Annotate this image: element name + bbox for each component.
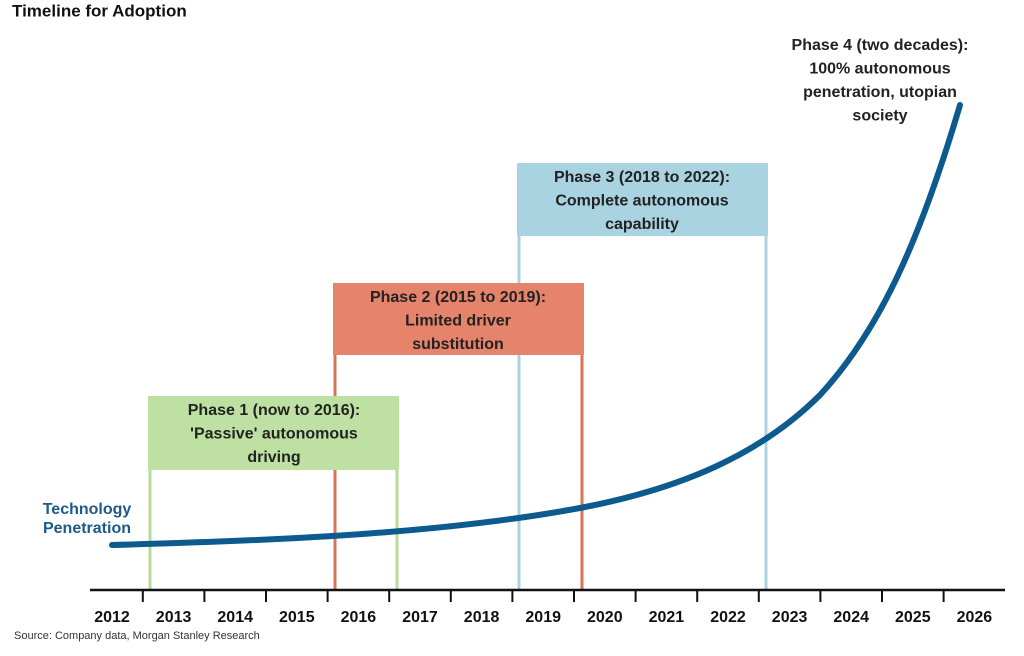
phase-text: penetration, utopian: [803, 84, 957, 101]
year-label: 2024: [833, 609, 869, 626]
year-label: 2013: [156, 609, 192, 626]
phase-text: Complete autonomous: [555, 193, 728, 210]
year-label: 2025: [895, 609, 931, 626]
year-label: 2020: [587, 609, 623, 626]
phase-3: [517, 163, 768, 590]
phase-text: Limited driver: [405, 313, 511, 330]
year-label: 2015: [279, 609, 315, 626]
year-label: 2021: [649, 609, 685, 626]
year-label: 2023: [772, 609, 808, 626]
year-label: 2026: [957, 609, 993, 626]
curve-label: Penetration: [43, 520, 131, 537]
phase-text: society: [852, 108, 907, 125]
adoption-curve: [109, 102, 963, 548]
phase-text: 100% autonomous: [809, 61, 950, 78]
phase-text: Phase 3 (2018 to 2022):: [554, 169, 730, 186]
year-label: 2019: [525, 609, 561, 626]
phase-text: Phase 1 (now to 2016):: [188, 402, 361, 419]
phase-text: Phase 4 (two decades):: [792, 37, 969, 54]
year-label: 2017: [402, 609, 438, 626]
title: Timeline for Adoption: [12, 1, 187, 20]
phase-text: capability: [605, 216, 679, 233]
curve-label: Technology: [43, 501, 132, 518]
phase-text: driving: [247, 449, 300, 466]
phase-1: [148, 396, 399, 590]
year-label: 2022: [710, 609, 746, 626]
year-label: 2014: [217, 609, 253, 626]
source: Source: Company data, Morgan Stanley Res…: [14, 630, 260, 642]
year-label: 2018: [464, 609, 500, 626]
phase-text: Phase 2 (2015 to 2019):: [370, 289, 546, 306]
phase-text: 'Passive' autonomous: [190, 426, 358, 443]
year-label: 2012: [94, 609, 130, 626]
year-label: 2016: [341, 609, 377, 626]
phase-text: substitution: [412, 336, 504, 353]
